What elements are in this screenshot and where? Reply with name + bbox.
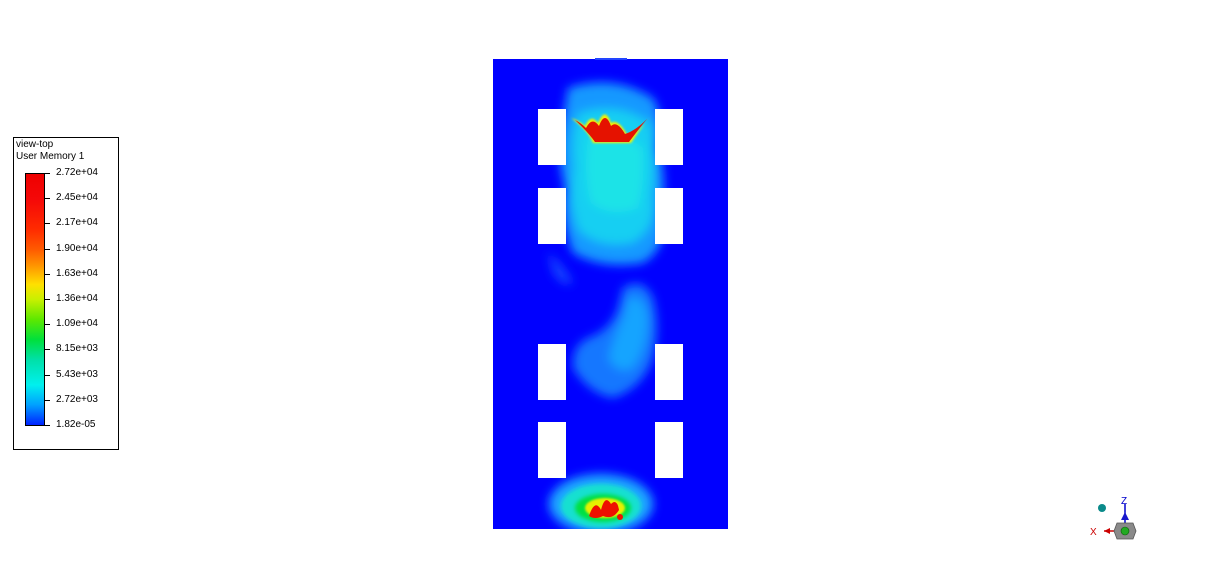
legend-tick-label: 1.63e+04 [56, 268, 98, 279]
obstacles [538, 109, 683, 478]
variable-name: User Memory 1 [16, 151, 85, 162]
legend-tick-mark [45, 375, 50, 376]
legend-tick-label: 2.17e+04 [56, 217, 98, 228]
legend-tick-mark [45, 299, 50, 300]
legend-tick-label: 1.36e+04 [56, 293, 98, 304]
inlet-notch [595, 58, 627, 60]
legend-colorbar [25, 173, 45, 426]
origin-cube-icon [1113, 522, 1137, 540]
legend-tick-label: 1.82e-05 [56, 419, 96, 430]
axis-triad[interactable]: Z X [1080, 490, 1150, 550]
legend-tick-mark [45, 198, 50, 199]
legend-tick-label: 5.43e+03 [56, 369, 98, 380]
mid-plume [548, 253, 657, 398]
legend-tick-label: 2.72e+03 [56, 394, 98, 405]
contour-plot[interactable] [493, 58, 728, 529]
x-axis-label: X [1090, 527, 1097, 538]
upper-plume [559, 82, 664, 266]
upper-hotspot [575, 118, 647, 142]
legend-tick-mark [45, 173, 50, 174]
legend-tick-label: 1.09e+04 [56, 318, 98, 329]
legend-tick-mark [45, 249, 50, 250]
legend-tick-mark [45, 349, 50, 350]
legend-tick-label: 8.15e+03 [56, 343, 98, 354]
legend-tick-label: 1.90e+04 [56, 243, 98, 254]
legend-tick-label: 2.45e+04 [56, 192, 98, 203]
rotation-center-icon [1098, 504, 1106, 512]
z-axis-label: Z [1121, 496, 1127, 507]
legend-tick-mark [45, 425, 50, 426]
view-name: view-top [16, 139, 54, 150]
color-legend: view-top User Memory 1 2.72e+04 2.45e+04 2… [13, 137, 119, 450]
legend-tick-mark [45, 274, 50, 275]
legend-tick-mark [45, 324, 50, 325]
legend-tick-label: 2.72e+04 [56, 167, 98, 178]
legend-tick-mark [45, 223, 50, 224]
legend-tick-mark [45, 400, 50, 401]
legend-title: view-top User Memory 1 [16, 139, 84, 163]
lower-plume [549, 474, 653, 529]
